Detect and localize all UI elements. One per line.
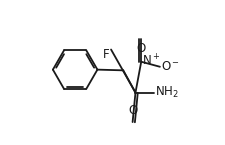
Text: F: F — [103, 48, 110, 61]
Text: O: O — [137, 42, 146, 55]
Text: O: O — [129, 104, 138, 117]
Text: O$^-$: O$^-$ — [161, 60, 180, 72]
Text: N$^+$: N$^+$ — [142, 53, 161, 69]
Text: NH$_2$: NH$_2$ — [155, 85, 179, 100]
